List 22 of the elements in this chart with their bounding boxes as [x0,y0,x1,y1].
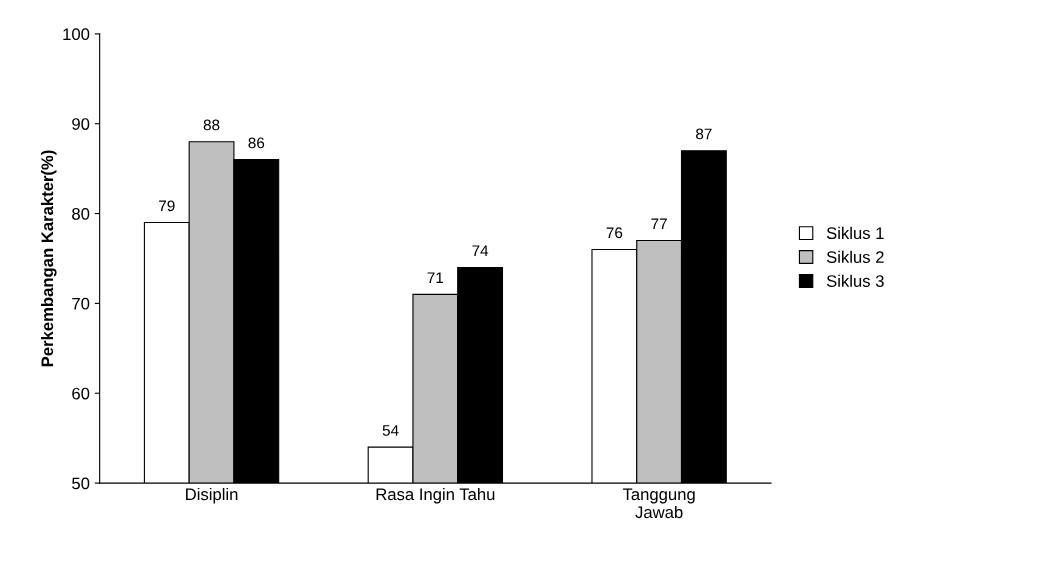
data-label: 71 [427,272,444,283]
data-label: 77 [651,218,667,230]
data-label: 54 [382,425,399,436]
x-tick-label: Rasa Ingin Tahu [376,487,495,504]
legend-label: Siklus 1 [826,226,884,240]
y-axis-title: Perkembangan Karakter(%) [40,150,57,367]
y-tick-label: 80 [72,207,90,220]
y-tick-label: 50 [72,477,90,490]
data-label: 86 [248,137,265,149]
data-label: 88 [203,119,220,131]
y-tick-label: 90 [72,118,90,130]
y-tick-label: 70 [72,297,90,310]
y-tick-label: 60 [72,387,90,400]
legend-label: Siklus 3 [826,274,884,287]
data-label: 87 [696,128,712,140]
x-tick-label: Disiplin [186,487,238,504]
data-label: 79 [159,200,175,212]
x-tick-label: Tanggung Jawab [622,488,695,519]
data-label: 74 [472,245,489,256]
data-label: 76 [606,227,623,239]
legend-label: Siklus 2 [826,250,884,264]
y-tick-label: 100 [63,28,90,41]
